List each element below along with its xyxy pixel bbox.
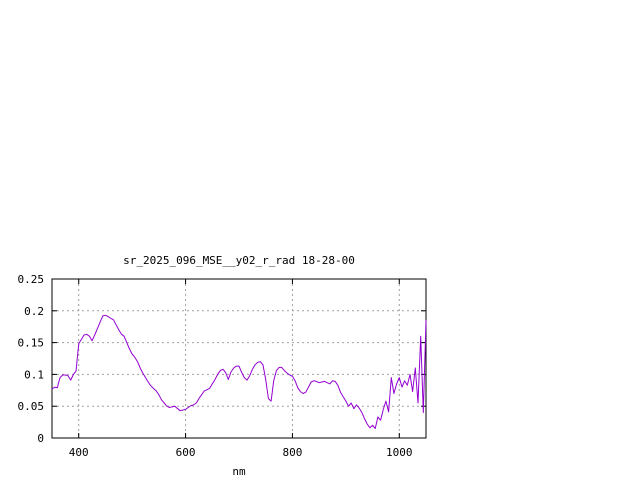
- y-tick-label: 0.1: [24, 368, 44, 381]
- y-tick-label: 0.15: [18, 337, 45, 350]
- x-tick-label: 600: [176, 446, 196, 459]
- y-tick-label: 0: [37, 432, 44, 445]
- tick-labels: 0 0.05 0.1 0.15 0.2 0.25 400 600 800 1000: [18, 273, 413, 459]
- x-tick-label: 800: [282, 446, 302, 459]
- y-tick-label: 0.25: [18, 273, 45, 286]
- x-tick-label: 400: [69, 446, 89, 459]
- x-tick-label: 1000: [386, 446, 413, 459]
- y-tick-label: 0.05: [18, 400, 45, 413]
- series-line: [51, 314, 427, 429]
- plot-frame: [51, 278, 427, 439]
- x-axis-label: nm: [232, 465, 246, 478]
- grid-lines: [52, 279, 426, 438]
- y-tick-label: 0.2: [24, 305, 44, 318]
- axes: [51, 278, 427, 439]
- series-layer: [51, 314, 427, 429]
- chart-title: sr_2025_096_MSE__y02_r_rad 18-28-00: [123, 254, 355, 267]
